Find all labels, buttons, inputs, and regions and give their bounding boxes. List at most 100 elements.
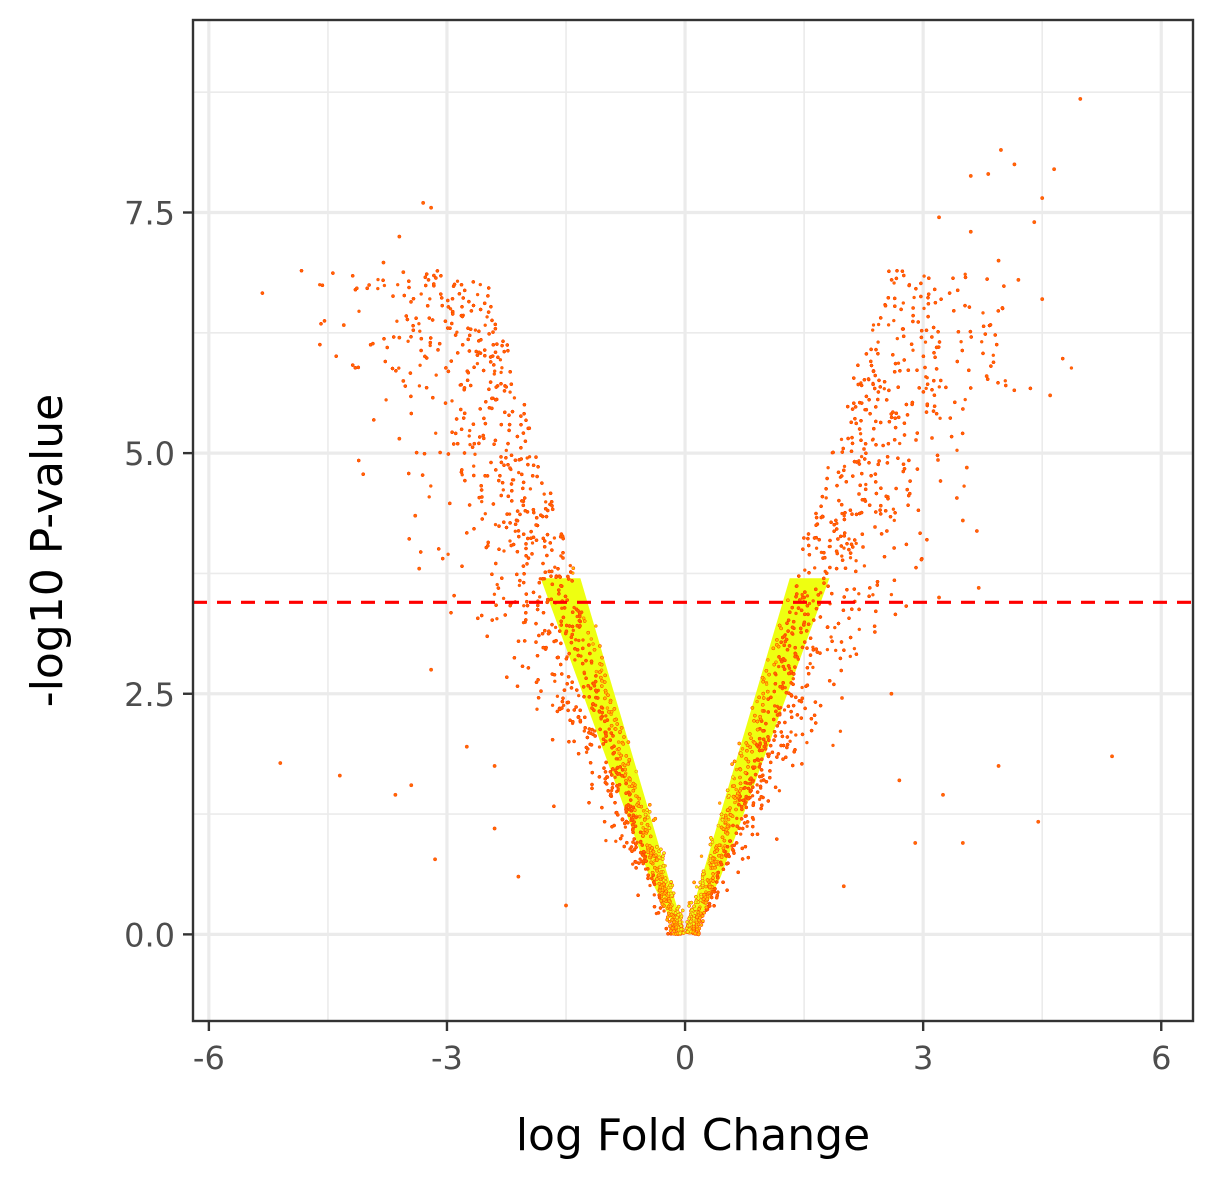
data-point [886, 323, 891, 327]
data-point [882, 387, 886, 391]
data-point [555, 694, 560, 698]
data-point [825, 647, 830, 652]
data-point [871, 328, 875, 332]
data-point [419, 292, 423, 296]
data-point [597, 745, 602, 749]
data-point [609, 788, 614, 793]
data-point [581, 638, 585, 642]
data-point [480, 499, 484, 504]
data-point [614, 757, 618, 761]
data-point [615, 789, 619, 794]
data-point [582, 729, 586, 733]
data-point [446, 552, 450, 556]
data-point [508, 539, 512, 543]
data-point [834, 648, 838, 653]
data-point [620, 834, 624, 838]
data-point [572, 605, 576, 610]
data-point [593, 729, 597, 733]
data-point [731, 775, 735, 779]
data-point [473, 452, 477, 456]
data-point [857, 592, 861, 596]
data-point [448, 307, 453, 311]
data-point [434, 373, 438, 377]
data-point [318, 283, 322, 287]
data-point [838, 729, 843, 733]
data-point [616, 787, 620, 791]
data-point [634, 769, 638, 774]
data-point [777, 664, 781, 669]
data-point [627, 784, 631, 789]
data-point [397, 366, 401, 370]
data-point [726, 817, 731, 822]
data-point [777, 789, 782, 793]
data-point [858, 432, 863, 436]
data-point [559, 554, 563, 558]
data-point [800, 685, 804, 690]
data-point [808, 661, 812, 666]
data-point [607, 727, 611, 731]
data-point [766, 658, 770, 662]
data-point [641, 826, 645, 830]
data-point [450, 399, 454, 403]
data-point [800, 592, 804, 597]
data-point [854, 559, 858, 563]
data-point [483, 323, 487, 327]
data-point [475, 361, 480, 366]
data-point [862, 564, 867, 568]
data-point [561, 703, 566, 708]
data-point [870, 438, 875, 442]
data-point [794, 733, 798, 737]
data-point [591, 642, 595, 646]
data-point [1003, 379, 1007, 383]
data-point [589, 637, 593, 641]
data-point [811, 665, 815, 670]
data-point [789, 730, 793, 734]
data-point [826, 466, 830, 470]
data-point [892, 518, 896, 523]
data-point [813, 566, 817, 570]
data-point [473, 328, 478, 332]
data-point [631, 862, 635, 866]
data-point [521, 620, 526, 625]
data-point [842, 514, 846, 518]
data-point [735, 816, 739, 821]
data-point [1069, 366, 1074, 370]
data-point [876, 340, 880, 344]
data-point [406, 339, 410, 343]
data-point [552, 536, 557, 540]
data-point [492, 592, 497, 596]
data-point [959, 340, 963, 344]
data-point [468, 428, 472, 433]
data-point [553, 625, 558, 630]
data-point [764, 682, 769, 686]
data-point [396, 283, 400, 287]
data-point [418, 329, 422, 333]
data-point [791, 677, 795, 681]
data-point [757, 797, 762, 802]
data-point [584, 750, 589, 754]
data-point [530, 541, 535, 545]
data-point [571, 628, 575, 633]
data-point [427, 495, 431, 499]
data-point [616, 740, 621, 744]
data-point [634, 794, 638, 798]
data-point [499, 370, 503, 375]
data-point [617, 751, 621, 755]
data-point [980, 340, 984, 344]
data-point [434, 431, 438, 435]
data-point [493, 369, 497, 373]
data-point [840, 554, 844, 558]
data-point [428, 343, 432, 348]
data-point [639, 821, 644, 826]
data-point [574, 638, 578, 642]
data-point [560, 606, 564, 610]
data-point [803, 568, 807, 572]
data-point [418, 363, 422, 367]
data-point [852, 646, 857, 651]
data-point [577, 693, 581, 698]
data-point [889, 592, 894, 597]
minor-gridlines [193, 20, 1193, 1021]
data-point [835, 521, 839, 526]
data-point [937, 385, 941, 389]
